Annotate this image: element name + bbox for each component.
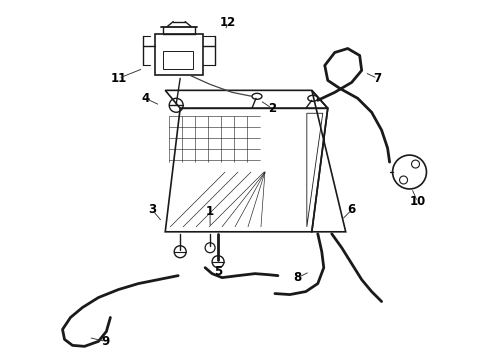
Text: 12: 12 <box>220 16 236 29</box>
Text: 10: 10 <box>409 195 426 208</box>
Text: 7: 7 <box>373 72 382 85</box>
Text: 4: 4 <box>141 92 149 105</box>
Bar <box>155 33 203 75</box>
Text: 11: 11 <box>110 72 126 85</box>
Text: 2: 2 <box>268 102 276 115</box>
Bar <box>163 51 193 69</box>
Text: 5: 5 <box>214 265 222 278</box>
Text: 6: 6 <box>347 203 356 216</box>
Text: 1: 1 <box>206 205 214 219</box>
Text: 9: 9 <box>101 335 110 348</box>
Text: 8: 8 <box>294 271 302 284</box>
Text: 3: 3 <box>148 203 156 216</box>
